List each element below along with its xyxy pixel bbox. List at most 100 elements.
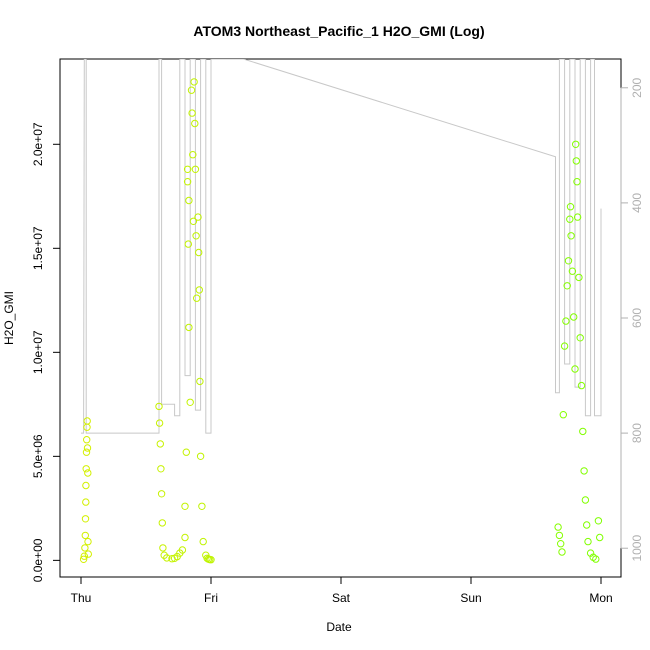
data-point — [576, 334, 584, 342]
data-point — [558, 548, 566, 556]
data-point — [554, 523, 562, 531]
data-point — [156, 440, 165, 448]
data-point — [580, 467, 588, 475]
data-point — [83, 436, 91, 444]
data-point — [199, 537, 207, 546]
y2-tick-label: 400 — [630, 193, 644, 213]
data-point — [183, 165, 192, 174]
y2-tick-label: 800 — [630, 423, 644, 443]
data-point — [566, 203, 575, 211]
data-point — [163, 554, 171, 562]
data-point — [193, 294, 201, 302]
data-point — [83, 423, 91, 431]
x-tick-label: Sat — [332, 591, 351, 605]
data-point — [562, 317, 570, 325]
data-point — [157, 490, 166, 498]
data-point — [187, 86, 196, 94]
y-tick-label: 5.0e+06 — [31, 434, 45, 478]
plot-frame — [59, 58, 622, 578]
data-point — [575, 273, 583, 282]
data-point — [186, 398, 194, 406]
data-point — [207, 556, 215, 564]
data-point — [577, 381, 586, 390]
data-point — [82, 498, 90, 506]
data-point — [560, 342, 569, 350]
x-tick-label: Sun — [460, 591, 481, 605]
data-point — [572, 140, 580, 149]
data-point — [579, 427, 587, 436]
data-point — [196, 377, 204, 386]
data-point — [82, 448, 91, 456]
data-point — [81, 515, 90, 523]
data-point — [181, 502, 189, 510]
data-point — [184, 240, 193, 248]
data-point — [573, 178, 581, 186]
data-point — [82, 465, 90, 473]
data-point — [572, 157, 580, 165]
data-point — [583, 521, 591, 529]
y2-tick-label: 600 — [630, 308, 644, 328]
chart-title: ATOM3 Northeast_Pacific_1 H2O_GMI (Log) — [193, 23, 484, 39]
y-axis: 0.0e+00 5.0e+06 1.0e+07 1.5e+07 2.0e+07 — [31, 122, 61, 582]
data-point — [596, 533, 604, 542]
data-point — [157, 465, 165, 473]
y2-tick-label: 1000 — [630, 535, 644, 562]
data-point — [191, 119, 199, 128]
y-axis-label: H2O_GMI — [2, 291, 16, 345]
data-point — [79, 555, 88, 563]
data-point — [84, 469, 92, 477]
data-point — [586, 549, 595, 557]
data-point — [191, 165, 200, 174]
data-point — [557, 540, 565, 548]
data-point — [158, 519, 167, 527]
data-point — [81, 531, 90, 540]
data-point — [592, 555, 600, 563]
data-point — [559, 411, 567, 419]
x-tick-label: Thu — [71, 591, 92, 605]
x-axis-label: Date — [326, 620, 352, 634]
altitude-trace-layer — [81, 59, 602, 434]
data-point — [178, 546, 187, 554]
data-point — [192, 232, 200, 240]
data-point — [84, 550, 93, 558]
y-tick-label: 2.0e+07 — [31, 122, 45, 166]
data-point — [155, 419, 164, 427]
data-point — [182, 448, 191, 456]
x-tick-label: Fri — [204, 591, 218, 605]
data-point — [594, 517, 603, 525]
data-point — [566, 215, 574, 223]
data-point — [198, 502, 206, 510]
data-point — [570, 313, 578, 321]
data-point — [159, 544, 167, 552]
secondary-y-axis: 200 400 600 800 1000 — [620, 77, 644, 562]
data-point — [189, 217, 198, 226]
data-point — [563, 282, 571, 290]
data-point — [82, 481, 90, 490]
data-point — [196, 452, 205, 460]
data-point — [571, 365, 579, 373]
data-point — [185, 323, 193, 332]
data-point — [573, 213, 582, 221]
y2-tick-label: 200 — [630, 77, 644, 97]
data-point — [581, 496, 590, 504]
y-tick-label: 1.0e+07 — [31, 330, 45, 374]
data-point — [584, 537, 592, 546]
x-axis: Thu Fri Sat Sun Mon — [71, 576, 613, 605]
altitude-trace-line — [81, 59, 602, 434]
data-point — [188, 109, 196, 117]
data-point — [183, 178, 192, 186]
data-point — [190, 78, 198, 86]
data-point — [195, 286, 204, 294]
data-point — [81, 544, 89, 552]
y-tick-label: 0.0e+00 — [31, 538, 45, 582]
data-point — [195, 248, 203, 257]
y-tick-label: 1.5e+07 — [31, 226, 45, 270]
data-point — [194, 213, 202, 221]
data-point — [567, 232, 575, 240]
data-point — [185, 196, 193, 205]
data-point — [83, 417, 91, 425]
x-tick-label: Mon — [589, 591, 612, 605]
data-point — [564, 257, 573, 265]
data-point — [84, 537, 92, 546]
